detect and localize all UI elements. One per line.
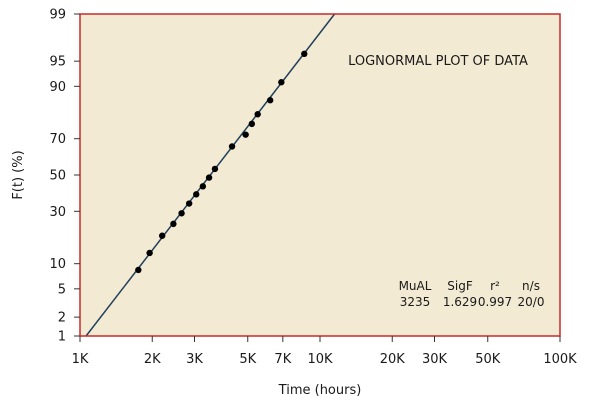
x-tick-label: 30K — [422, 352, 448, 367]
data-points-layer — [135, 50, 308, 274]
y-tick-label: 50 — [49, 169, 66, 184]
y-tick-label: 95 — [49, 55, 66, 70]
stats-header-sigf: SigF — [447, 279, 473, 293]
y-tick-label: 5 — [58, 282, 66, 297]
data-point — [266, 97, 274, 104]
y-axis-title: F(t) (%) — [11, 150, 26, 199]
data-point — [228, 143, 236, 150]
stats-value-ns: 20/0 — [518, 295, 545, 309]
x-tick-label: 3K — [186, 352, 203, 367]
y-tick-label: 2 — [58, 311, 66, 326]
data-point — [211, 165, 219, 173]
x-tick-label: 50K — [475, 352, 501, 367]
data-point — [193, 191, 200, 198]
stats-header-r2: r² — [490, 279, 500, 293]
data-point — [199, 183, 207, 190]
data-point — [205, 174, 213, 181]
data-point — [301, 50, 308, 58]
data-point — [135, 266, 142, 274]
data-point — [158, 232, 166, 239]
data-point — [254, 111, 261, 118]
data-point — [185, 200, 193, 207]
x-tick-label: 100K — [543, 352, 577, 367]
stats-header-mual: MuAL — [399, 279, 432, 293]
x-tick-label: 20K — [380, 352, 406, 367]
x-tick-label: 5K — [239, 352, 256, 367]
y-tick-label: 30 — [49, 205, 66, 220]
x-tick-label: 10K — [307, 352, 333, 367]
y-tick-label: 1 — [58, 330, 66, 345]
x-tick-label: 7K — [274, 352, 291, 367]
y-axis-ticks: 1 2 5 10 30 50 70 90 95 99 — [49, 8, 80, 345]
x-tick-label: 2K — [144, 352, 161, 367]
data-point — [178, 210, 185, 217]
y-tick-label: 99 — [49, 8, 66, 23]
data-point — [146, 249, 153, 257]
x-axis-ticks: 1K 2K 3K 5K 7K 10K 20K 30K 50K 100K — [72, 336, 577, 367]
x-tick-label: 1K — [72, 352, 89, 367]
stats-value-sigf: 1.629 — [443, 295, 477, 309]
plot-area — [80, 14, 560, 336]
stats-value-mual: 3235 — [400, 295, 431, 309]
stats-box: MuAL SigF r² n/s 3235 1.629 0.997 20/0 — [399, 279, 545, 309]
y-tick-label: 90 — [49, 80, 66, 95]
x-axis-title: Time (hours) — [278, 383, 362, 398]
stats-value-r2: 0.997 — [478, 295, 512, 309]
y-tick-label: 10 — [49, 257, 66, 272]
data-point — [278, 79, 285, 86]
chart-annotation: LOGNORMAL PLOT OF DATA — [348, 54, 528, 69]
data-point — [170, 220, 177, 228]
data-point — [242, 131, 249, 138]
stats-header-ns: n/s — [522, 279, 540, 293]
y-tick-label: 70 — [49, 132, 66, 147]
data-point — [248, 120, 256, 128]
